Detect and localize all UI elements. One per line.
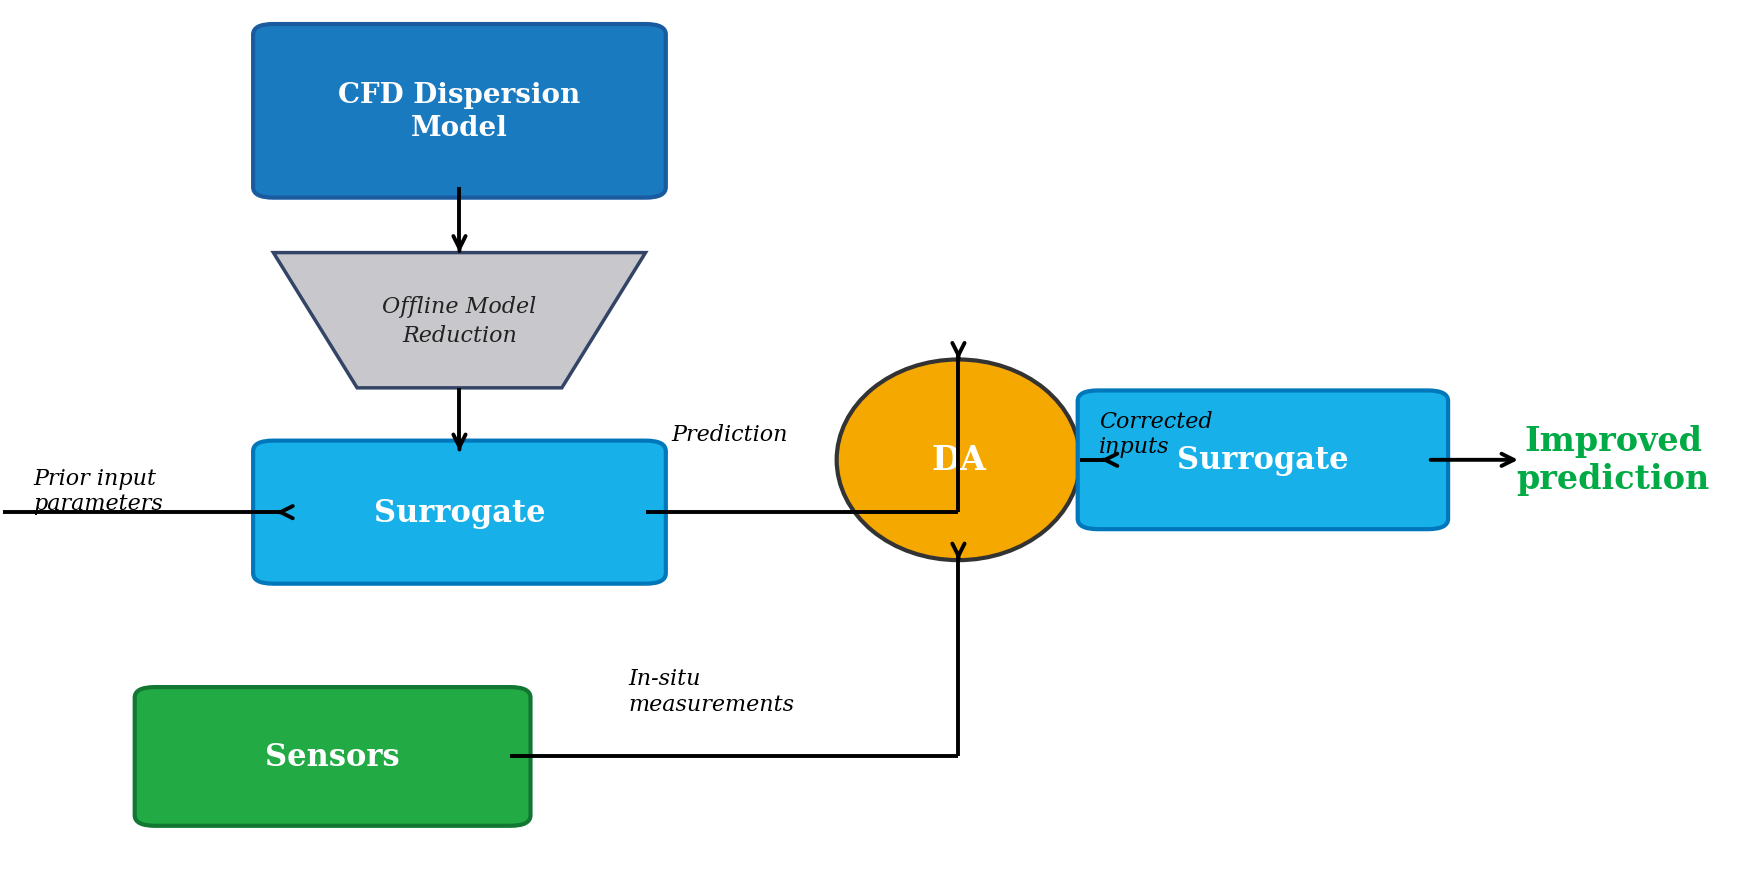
FancyBboxPatch shape [253, 25, 666, 198]
FancyBboxPatch shape [253, 441, 666, 584]
FancyBboxPatch shape [135, 688, 530, 826]
Text: Sensors: Sensors [266, 741, 400, 772]
Text: Improved
prediction: Improved prediction [1517, 424, 1710, 496]
Text: Prediction: Prediction [671, 424, 787, 446]
Polygon shape [273, 253, 645, 389]
Text: Offline Model
Reduction: Offline Model Reduction [383, 296, 537, 346]
Text: In-situ
measurements: In-situ measurements [629, 667, 795, 715]
Text: DA: DA [932, 444, 986, 477]
Text: Corrected
inputs: Corrected inputs [1099, 410, 1213, 458]
Text: Surrogate: Surrogate [374, 497, 545, 528]
Text: CFD Dispersion
Model: CFD Dispersion Model [339, 82, 580, 142]
Text: Prior input
parameters: Prior input parameters [33, 467, 163, 515]
Ellipse shape [837, 360, 1080, 560]
Text: Surrogate: Surrogate [1176, 445, 1349, 475]
FancyBboxPatch shape [1079, 391, 1447, 530]
